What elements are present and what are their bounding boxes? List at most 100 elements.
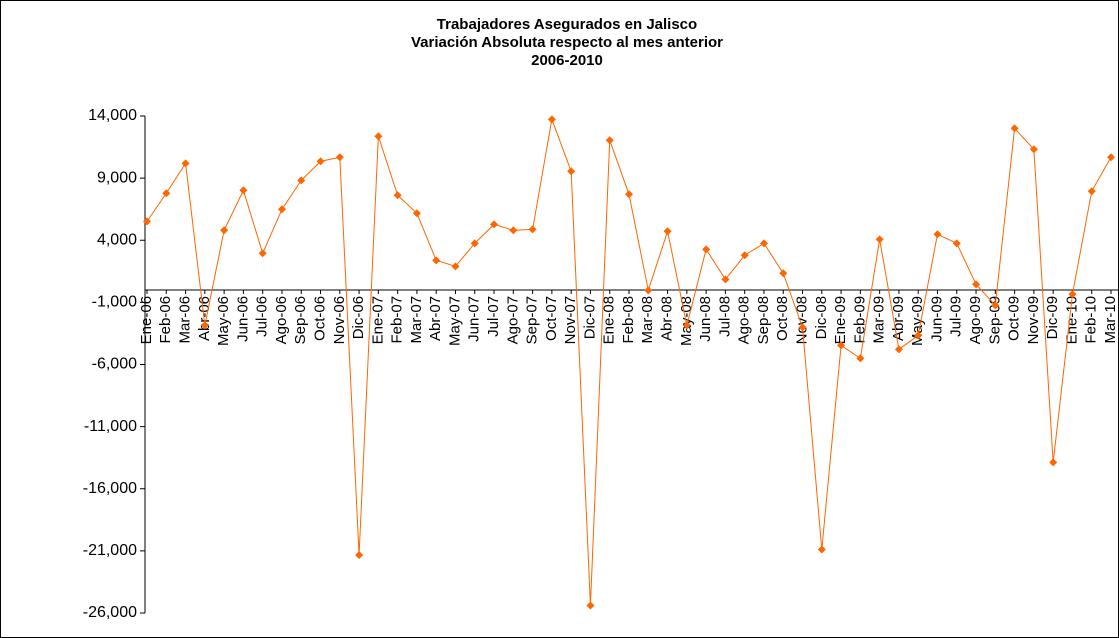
x-tick-label: Oct-09 [1006, 296, 1023, 341]
data-point [355, 550, 364, 559]
data-point [335, 153, 344, 162]
data-point [1049, 458, 1058, 467]
data-point [143, 217, 151, 226]
data-point [625, 190, 633, 199]
data-point [1029, 145, 1038, 154]
chart-subtitle: Variación Absoluta respecto al mes anter… [411, 34, 723, 51]
data-point [721, 275, 730, 284]
x-tick-label: Dic-06 [350, 296, 367, 339]
y-tick-label: 4,000 [97, 231, 137, 248]
x-tick-label: Feb-08 [620, 296, 637, 344]
x-tick-label: May-09 [909, 296, 926, 346]
x-tick-label: Jun-07 [466, 296, 483, 342]
data-point [605, 136, 614, 145]
x-tick-label: Abr-09 [890, 296, 907, 341]
data-point [837, 341, 846, 350]
x-tick-label: May-06 [215, 296, 232, 346]
data-point [432, 256, 441, 265]
data-point [644, 286, 653, 295]
data-point [239, 186, 248, 195]
data-point [277, 205, 286, 214]
x-tick-label: Ago-07 [504, 296, 521, 344]
data-point [374, 132, 383, 141]
x-tick-label: Ene-07 [369, 296, 386, 344]
data-point [894, 345, 903, 354]
x-tick-label: Dic-07 [581, 296, 598, 339]
data-point [1068, 290, 1077, 299]
x-tick-label: Oct-07 [543, 296, 560, 341]
x-tick-label: Dic-08 [813, 296, 830, 339]
data-point [470, 239, 479, 248]
x-tick-label: Sep-08 [755, 296, 772, 344]
data-point [991, 301, 1000, 310]
x-tick-label: Ene-08 [601, 296, 618, 344]
x-tick-label: Abr-08 [659, 296, 676, 341]
x-tick-label: Feb-06 [157, 296, 174, 344]
x-tick-label: Ene-09 [832, 296, 849, 344]
x-tick-label: Nov-07 [562, 296, 579, 344]
chart-title: Trabajadores Asegurados en Jalisco [437, 16, 697, 33]
data-point [181, 159, 190, 168]
y-tick-label: -16,000 [83, 480, 137, 497]
data-point [316, 157, 325, 166]
x-tick-label: Oct-08 [774, 296, 791, 341]
data-point [856, 354, 865, 363]
x-tick-label: Feb-10 [1083, 296, 1100, 344]
x-tick-label: Jun-06 [234, 296, 251, 342]
x-tick-label: Ago-09 [967, 296, 984, 344]
data-point [972, 280, 981, 289]
y-tick-label: -11,000 [84, 418, 137, 435]
x-tick-label: Ago-08 [736, 296, 753, 344]
y-tick-label: -1,000 [92, 294, 137, 311]
y-tick-label: -26,000 [83, 604, 137, 621]
x-tick-label: Dic-09 [1044, 296, 1061, 339]
data-point [162, 189, 171, 198]
x-tick-label: Mar-07 [408, 296, 425, 344]
data-point [702, 245, 711, 254]
data-point [952, 239, 961, 248]
data-point [528, 225, 537, 234]
x-tick-label: Mar-08 [639, 296, 656, 344]
data-point [258, 249, 267, 258]
y-tick-label: -21,000 [83, 542, 137, 559]
x-tick-label: Jul-08 [716, 296, 733, 337]
y-tick-label: -6,000 [92, 356, 137, 373]
x-tick-label: Oct-06 [311, 296, 328, 341]
x-tick-label: Mar-09 [871, 296, 888, 344]
data-point [1087, 187, 1096, 196]
data-point [1010, 124, 1019, 133]
data-point [509, 226, 518, 235]
x-tick-label: Jun-08 [697, 296, 714, 342]
x-tick-label: Ago-06 [273, 296, 290, 344]
x-tick-label: Jul-09 [948, 296, 965, 337]
data-point [914, 331, 923, 340]
x-tick-label: Abr-07 [427, 296, 444, 341]
x-tick-label: Ene-06 [138, 296, 155, 344]
data-point [663, 227, 672, 236]
x-tick-label: Mar-10 [1102, 296, 1119, 344]
x-tick-label: Nov-08 [793, 296, 810, 344]
y-tick-label: 14,000 [88, 107, 137, 124]
data-point [451, 262, 460, 271]
x-tick-label: Mar-06 [177, 296, 194, 344]
data-point [817, 545, 826, 554]
data-point [682, 321, 691, 330]
data-point [779, 269, 788, 278]
x-tick-label: Nov-09 [1025, 296, 1042, 344]
data-point [490, 220, 499, 229]
x-tick-label: Sep-09 [986, 296, 1003, 344]
y-tick-label: 9,000 [97, 169, 137, 186]
chart-subtitle: 2006-2010 [531, 52, 603, 69]
x-tick-label: Jun-09 [928, 296, 945, 342]
x-tick-label: Sep-06 [292, 296, 309, 344]
data-point [875, 235, 884, 244]
x-tick-label: Feb-09 [851, 296, 868, 344]
data-point [220, 226, 229, 235]
x-tick-label: Jul-06 [254, 296, 271, 337]
data-point [200, 321, 209, 330]
x-tick-label: Nov-06 [331, 296, 348, 344]
data-point [393, 191, 402, 200]
x-tick-label: Sep-07 [524, 296, 541, 344]
